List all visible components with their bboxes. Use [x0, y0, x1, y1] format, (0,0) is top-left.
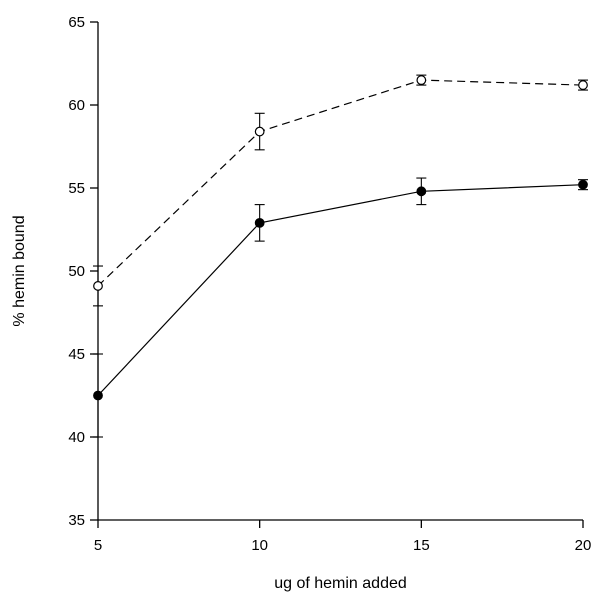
series-2 [93, 177, 588, 438]
data-point [254, 217, 265, 228]
x-tick-label: 20 [575, 537, 592, 554]
y-tick-label: 45 [68, 346, 85, 363]
x-tick-label: 10 [251, 537, 268, 554]
data-point [578, 80, 588, 90]
y-tick-label: 50 [68, 263, 85, 280]
series-1-line [97, 79, 584, 287]
y-axis-label: % hemin bound [11, 215, 28, 326]
y-tick-label: 65 [68, 14, 85, 31]
series-group [93, 74, 588, 438]
data-point [93, 281, 103, 291]
axes [97, 22, 583, 521]
tick-group: 35 40 45 50 55 60 65 5 10 15 20 [68, 14, 591, 554]
x-tick-label: 15 [413, 537, 430, 554]
y-tick-label: 35 [68, 512, 85, 529]
y-tick-label: 55 [68, 180, 85, 197]
y-tick-label: 60 [68, 97, 85, 114]
data-point [416, 75, 427, 85]
data-point [416, 186, 427, 197]
series-2-line [97, 184, 584, 396]
x-tick-label: 5 [94, 537, 102, 554]
x-axis-label: ug of hemin added [274, 575, 407, 592]
y-tick-label: 40 [68, 429, 85, 446]
data-point [578, 179, 588, 190]
series-1 [93, 74, 588, 307]
data-point [254, 126, 265, 137]
data-point [93, 390, 103, 401]
